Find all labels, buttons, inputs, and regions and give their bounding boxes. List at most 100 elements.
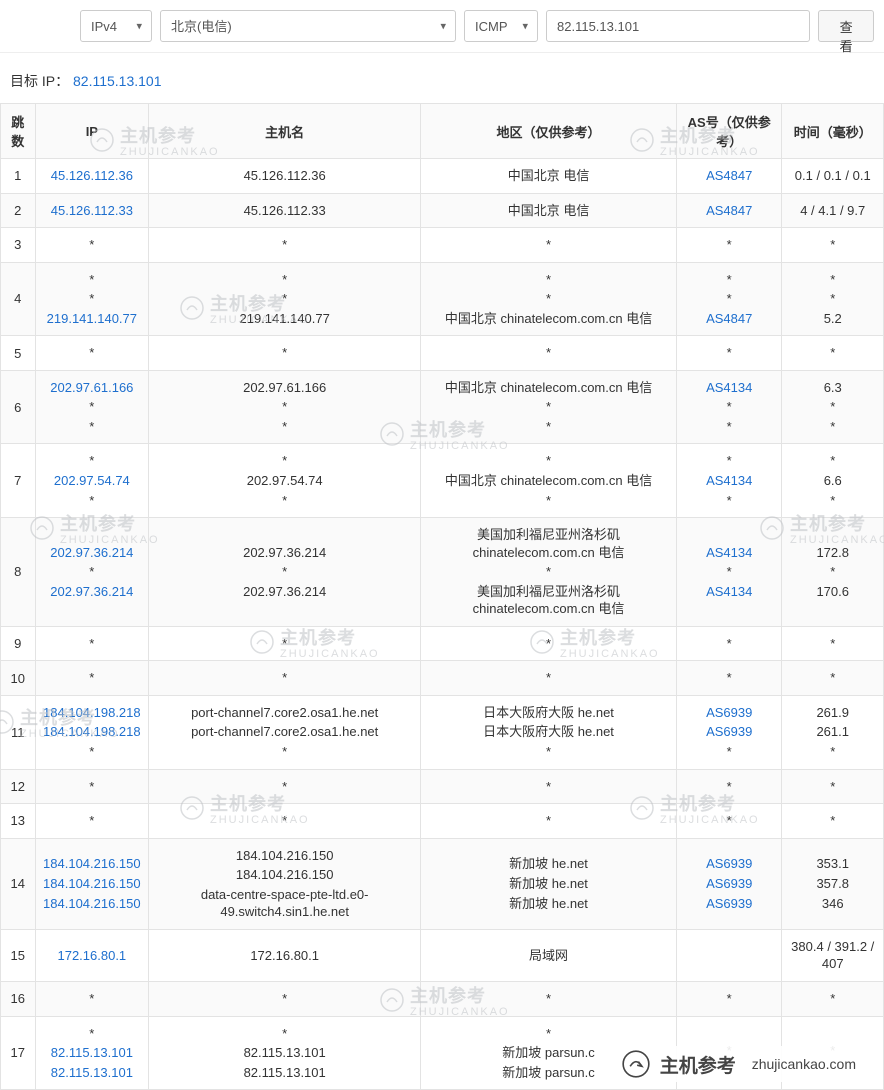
hop-cell: 6 [1,370,36,444]
cell-text: 美国加利福尼亚州洛杉矶 chinatelecom.com.cn 电信 [427,526,670,561]
time-cell: * [782,661,884,696]
cell-text: 中国北京 chinatelecom.com.cn 电信 [445,472,652,490]
host-cell: * [149,804,421,839]
cell-text: * [830,398,835,416]
hop-cell: 3 [1,228,36,263]
as-cell: * [676,769,782,804]
region-cell: * [421,769,677,804]
hop-cell: 12 [1,769,36,804]
location-select[interactable]: 北京(电信) [160,10,456,42]
cell-text: 0.1 / 0.1 / 0.1 [795,167,871,185]
cell-text: 202.97.36.214 [243,583,326,601]
as-link[interactable]: AS6939 [706,875,752,893]
cell-text: 中国北京 chinatelecom.com.cn 电信 [445,379,652,397]
cell-text: * [89,452,94,470]
as-link[interactable]: AS4134 [706,583,752,601]
ip-link[interactable]: 202.97.54.74 [54,472,130,490]
as-link[interactable]: AS4847 [706,167,752,185]
cell-text: 新加坡 parsun.c [502,1064,594,1082]
as-link[interactable]: AS6939 [706,895,752,913]
as-link[interactable]: AS4134 [706,544,752,562]
cell-text: 202.97.61.166 [243,379,326,397]
table-row: 8202.97.36.214*202.97.36.214202.97.36.21… [1,518,884,627]
query-controls: IPv4 北京(电信) ICMP 查看 [0,0,884,53]
cell-text: * [89,290,94,308]
as-link[interactable]: AS6939 [706,704,752,722]
cell-text: * [727,492,732,510]
ip-link[interactable]: 184.104.216.150 [43,855,141,873]
ip-link[interactable]: 184.104.198.218 [43,723,141,741]
submit-button[interactable]: 查看 [818,10,874,42]
ip-link[interactable]: 45.126.112.33 [51,202,133,220]
cell-text: * [830,452,835,470]
cell-text: * [546,271,551,289]
as-cell: AS4847 [676,193,782,228]
cell-text: * [727,452,732,470]
cell-text: * [727,812,732,830]
as-link[interactable]: AS6939 [706,723,752,741]
cell-text: port-channel7.core2.osa1.he.net [191,723,378,741]
time-cell: *6.6* [782,444,884,518]
target-ip-line: 目标 IP： 82.115.13.101 [0,53,884,103]
host-cell: 172.16.80.1 [149,929,421,981]
target-ip-value[interactable]: 82.115.13.101 [73,73,162,89]
ip-cell: * [35,769,149,804]
ip-link[interactable]: 202.97.61.166 [50,379,133,397]
table-row: 145.126.112.3645.126.112.36中国北京 电信AS4847… [1,159,884,194]
cell-text: * [282,452,287,470]
ip-link[interactable]: 82.115.13.101 [51,1064,133,1082]
hop-cell: 16 [1,981,36,1016]
target-ip-label: 目标 IP： [10,73,69,89]
as-link[interactable]: AS4847 [706,310,752,328]
cell-text: 261.1 [816,723,849,741]
time-cell: * [782,626,884,661]
as-link[interactable]: AS4134 [706,472,752,490]
protocol-select[interactable]: ICMP [464,10,538,42]
ip-link[interactable]: 82.115.13.101 [51,1044,133,1062]
cell-text: * [727,290,732,308]
cell-text: * [89,398,94,416]
ip-link[interactable]: 202.97.36.214 [50,544,133,562]
time-cell: 4 / 4.1 / 9.7 [782,193,884,228]
region-cell: 中国北京 电信 [421,193,677,228]
as-link[interactable]: AS4134 [706,379,752,397]
host-cell: *82.115.13.10182.115.13.101 [149,1016,421,1090]
time-cell: * [782,336,884,371]
cell-text: 261.9 [816,704,849,722]
cell-text: * [89,271,94,289]
ip-link[interactable]: 184.104.216.150 [43,875,141,893]
as-link[interactable]: AS4847 [706,202,752,220]
cell-text: 357.8 [816,875,849,893]
cell-text: * [282,236,287,254]
as-link[interactable]: AS6939 [706,855,752,873]
cell-text: * [546,812,551,830]
ip-link[interactable]: 45.126.112.36 [51,167,133,185]
cell-text: * [89,990,94,1008]
ip-link[interactable]: 202.97.36.214 [50,583,133,601]
host-cell: port-channel7.core2.osa1.he.netport-chan… [149,695,421,769]
table-row: 7*202.97.54.74**202.97.54.74**中国北京 china… [1,444,884,518]
ip-cell: 172.16.80.1 [35,929,149,981]
ip-link[interactable]: 184.104.216.150 [43,895,141,913]
traceroute-table: 跳数 IP 主机名 地区（仅供参考） AS号（仅供参考） 时间（毫秒） 145.… [0,103,884,1090]
ip-version-select[interactable]: IPv4 [80,10,152,42]
cell-text: * [282,418,287,436]
cell-text: 45.126.112.36 [244,167,326,185]
cell-text: * [830,418,835,436]
cell-text: * [89,236,94,254]
ip-link[interactable]: 172.16.80.1 [57,947,126,965]
ip-link[interactable]: 184.104.198.218 [43,704,141,722]
ip-cell: * [35,228,149,263]
target-ip-input[interactable] [546,10,810,42]
col-as: AS号（仅供参考） [676,104,782,159]
host-cell: * [149,769,421,804]
cell-text: * [546,344,551,362]
ip-cell: 45.126.112.33 [35,193,149,228]
host-cell: 184.104.216.150184.104.216.150data-centr… [149,838,421,929]
cell-text: * [546,236,551,254]
as-cell: * [676,228,782,263]
ip-link[interactable]: 219.141.140.77 [47,310,137,328]
time-cell: 353.1357.8346 [782,838,884,929]
cell-text: * [727,778,732,796]
cell-text: * [89,778,94,796]
